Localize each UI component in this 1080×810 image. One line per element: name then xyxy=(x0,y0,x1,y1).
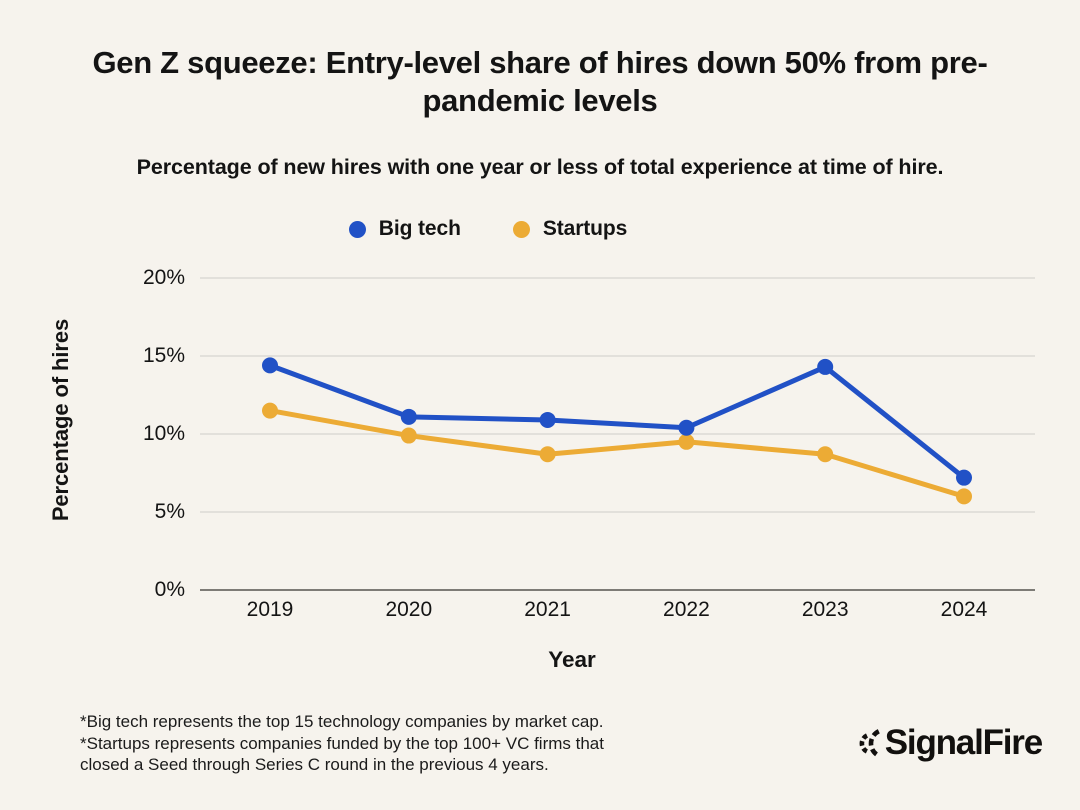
signalfire-logo-text: SignalFire xyxy=(884,723,1043,762)
chart-legend: Big tech Startups xyxy=(0,217,976,241)
y-tick-label: 0% xyxy=(154,578,185,601)
chart-title: Gen Z squeeze: Entry-level share of hire… xyxy=(92,45,988,119)
y-tick-label: 10% xyxy=(142,422,185,445)
y-tick-label: 5% xyxy=(154,500,185,523)
x-tick-label: 2020 xyxy=(385,598,433,621)
x-tick-label: 2022 xyxy=(663,598,710,621)
signalfire-logo: SignalFire xyxy=(856,722,1043,764)
x-axis-title: Year xyxy=(548,647,596,672)
footnote: *Big tech represents the top 15 technolo… xyxy=(80,712,604,775)
y-tick-label: 20% xyxy=(142,266,185,289)
legend-label-startups: Startups xyxy=(542,217,628,240)
x-tick-label: 2019 xyxy=(246,598,294,621)
big-tech-swatch-icon xyxy=(348,220,366,238)
y-tick-label: 15% xyxy=(142,344,185,367)
chart-subtitle: Percentage of new hires with one year or… xyxy=(136,155,944,179)
startups-swatch-icon xyxy=(512,220,530,238)
x-tick-label: 2024 xyxy=(940,598,988,621)
x-tick-label: 2023 xyxy=(801,598,849,621)
legend-item-startups: Startups xyxy=(512,217,628,241)
x-tick-label: 2021 xyxy=(524,598,571,621)
y-axis-title: Percentage of hires xyxy=(48,318,73,522)
legend-label-big-tech: Big tech xyxy=(378,217,461,240)
legend-item-big-tech: Big tech xyxy=(348,217,461,241)
signalfire-logo-icon xyxy=(859,728,880,758)
